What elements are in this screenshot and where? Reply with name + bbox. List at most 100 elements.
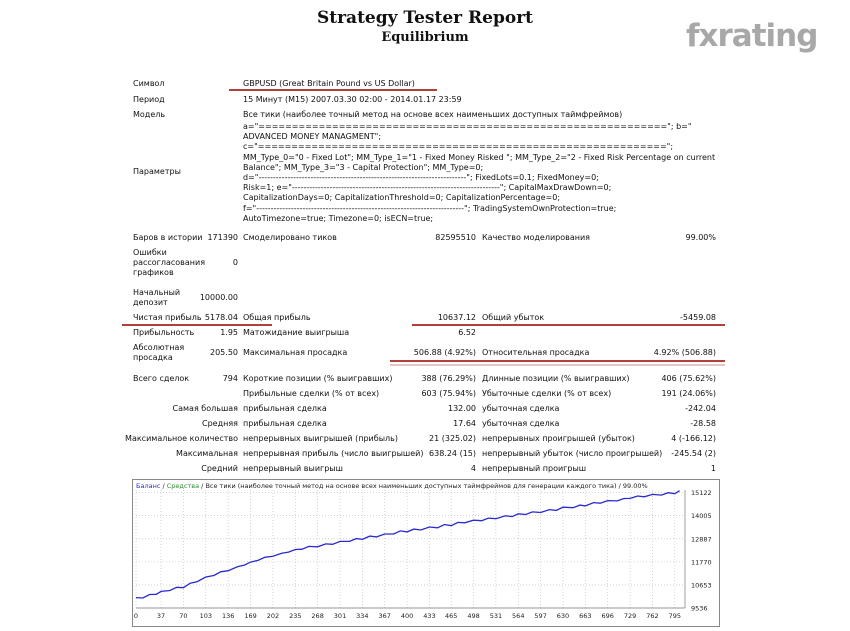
- trades-value: 794: [222, 374, 238, 383]
- x-tick-label: 37: [157, 612, 165, 620]
- params-label: Параметры: [133, 167, 181, 176]
- gross-loss-label: Общий убыток: [482, 313, 545, 322]
- drawdown-underline: [390, 360, 725, 362]
- x-tick-label: 696: [602, 612, 614, 620]
- legend-equity: Средства: [166, 482, 200, 490]
- balance-chart: 0 37 70 103 136 169 202 235 268 301 334 367 400 433 46…: [132, 479, 720, 627]
- params-line: a="=====================================…: [243, 122, 692, 131]
- bars-label: Баров в истории: [133, 233, 203, 242]
- max-cons-losses-value: 4 (-166.12): [671, 434, 716, 443]
- loss-trades-label: Убыточные сделки (% от всех): [482, 389, 612, 398]
- gross-profit-value: 10637.12: [437, 313, 476, 322]
- x-tick-label: 103: [200, 612, 212, 620]
- errors-label-3: графиков: [133, 268, 174, 277]
- net-profit-underline: [122, 324, 272, 326]
- abs-dd-value: 205.50: [210, 348, 238, 357]
- x-tick-label: 367: [379, 612, 391, 620]
- max-cons-wins-label: непрерывных выигрышей (прибыль): [243, 434, 398, 443]
- avg-label: Средний: [201, 464, 238, 473]
- abs-dd-label-1: Абсолютная: [133, 343, 185, 352]
- x-tick-label: 663: [579, 612, 591, 620]
- quality-label: Качество моделирования: [482, 233, 590, 242]
- trades-label: Всего сделок: [133, 374, 190, 383]
- errors-label-1: Ошибки: [133, 248, 167, 257]
- x-tick-label: 268: [311, 612, 323, 620]
- x-tick-label: 531: [490, 612, 502, 620]
- params-line: CapitalizationDays=0; CapitalizationThre…: [243, 193, 561, 203]
- y-tick-label: 11770: [691, 558, 712, 566]
- average-label: Средняя: [202, 419, 238, 428]
- gross-underline: [412, 324, 725, 326]
- period-label: Период: [133, 95, 165, 104]
- legend-model: Все тики (наиболее точный метод на основ…: [205, 482, 648, 490]
- legend-balance: Баланс: [136, 482, 161, 490]
- symbol-underline: [229, 89, 437, 91]
- max-cons-wins-value: 21 (325.02): [429, 434, 476, 443]
- net-profit-value: 5178.04: [204, 313, 238, 322]
- params-line: Balance"; MM_Type_3="3 - Capital Protect…: [243, 162, 484, 172]
- x-tick-label: 70: [179, 612, 187, 620]
- rel-dd-value: 4.92% (506.88): [653, 348, 716, 357]
- x-tick-label: 334: [356, 612, 368, 620]
- y-tick-label: 15122: [691, 489, 712, 497]
- avg-cons-losses-label: непрерывный проигрыш: [482, 464, 587, 473]
- abs-dd-label-2: просадка: [133, 353, 173, 362]
- x-tick-label: 498: [467, 612, 479, 620]
- profit-trades-label: Прибыльные сделки (% от всех): [243, 389, 380, 398]
- max-cons-profit-value: 638.24 (15): [429, 449, 476, 458]
- max-count-label: Максимальное количество: [125, 434, 238, 443]
- loss-trades-value: 191 (24.06%): [661, 389, 716, 398]
- profit-factor-label: Прибыльность: [133, 328, 195, 337]
- payoff-label: Матожидание выигрыша: [243, 328, 350, 337]
- report-title: Strategy Tester Report: [316, 8, 534, 28]
- y-tick-label: 9536: [691, 605, 708, 613]
- y-tick-label: 12887: [691, 535, 712, 543]
- errors-value: 0: [232, 258, 238, 267]
- deposit-label-1: Начальный: [133, 288, 181, 297]
- params-line: ADVANCED MONEY MANAGMENT";: [243, 132, 382, 142]
- average-profit-label: прибыльная сделка: [243, 419, 327, 428]
- max-label: Максимальная: [176, 449, 238, 458]
- rel-dd-label: Относительная просадка: [482, 348, 590, 357]
- gross-profit-label: Общая прибыль: [243, 313, 311, 322]
- params-line: AutoTimezone=true; Timezone=0; isECN=tru…: [243, 213, 434, 223]
- params-block: a="=====================================…: [243, 122, 721, 224]
- x-tick-label: 235: [289, 612, 301, 620]
- x-tick-label: 597: [534, 612, 546, 620]
- avg-cons-wins-label: непрерывный выигрыш: [243, 464, 343, 473]
- gross-loss-value: -5459.08: [680, 313, 716, 322]
- largest-loss-label: убыточная сделка: [482, 404, 560, 413]
- average-profit-value: 17.64: [453, 419, 476, 428]
- x-tick-label: 202: [267, 612, 279, 620]
- largest-loss-value: -242.04: [685, 404, 716, 413]
- y-tick-label: 10653: [691, 581, 712, 589]
- bars-value: 171390: [207, 233, 238, 242]
- x-tick-label: 630: [557, 612, 569, 620]
- max-cons-loss-label: непрерывный убыток (число проигрышей): [482, 449, 663, 458]
- average-loss-label: убыточная сделка: [482, 419, 560, 428]
- x-tick-label: 136: [222, 612, 234, 620]
- report-subtitle: Equilibrium: [381, 30, 469, 45]
- params-line: Risk=1; e="-----------------------------…: [243, 183, 612, 193]
- params-line: f="-------------------------------------…: [243, 203, 617, 213]
- errors-label-2: рассогласования: [133, 258, 206, 267]
- avg-cons-wins-value: 4: [470, 464, 476, 473]
- short-value: 388 (76.29%): [421, 374, 476, 383]
- net-profit-label: Чистая прибыль: [133, 313, 202, 322]
- x-tick-label: 729: [624, 612, 636, 620]
- period-value: 15 Минут (M15) 2007.03.30 02:00 - 2014.0…: [243, 95, 462, 104]
- x-tick-label: 169: [244, 612, 256, 620]
- payoff-value: 6.52: [458, 328, 476, 337]
- params-line: d="-------------------------------------…: [243, 173, 599, 183]
- max-cons-loss-value: -245.54 (2): [671, 449, 716, 458]
- model-value: Все тики (наиболее точный метод на основ…: [243, 110, 623, 119]
- x-tick-label: 301: [334, 612, 346, 620]
- deposit-value: 10000.00: [199, 293, 238, 302]
- max-dd-label: Максимальная просадка: [243, 348, 348, 357]
- fxrating-logo: fxrating: [686, 18, 818, 54]
- x-tick-label: 564: [512, 612, 524, 620]
- x-tick-label: 465: [445, 612, 457, 620]
- x-tick-label: 0: [134, 612, 138, 620]
- quality-value: 99.00%: [685, 233, 716, 242]
- short-label: Короткие позиции (% выигравших): [243, 374, 393, 383]
